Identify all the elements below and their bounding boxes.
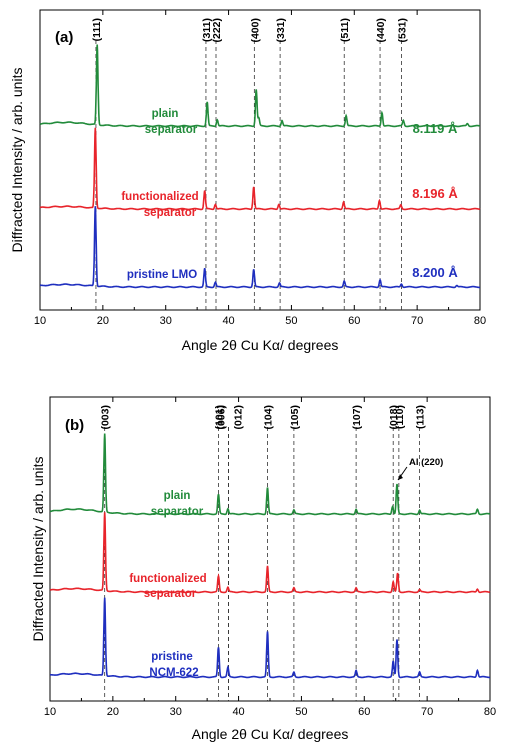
lattice-parameter: 8.119 Å (413, 121, 458, 136)
hkl-label: (104) (262, 405, 274, 430)
hkl-label: (331) (275, 18, 287, 43)
panel-label: (b) (65, 417, 84, 434)
hkl-label: (311) (201, 18, 213, 42)
annotation-label: Al (220) (409, 457, 443, 468)
x-tick-label: 40 (222, 315, 234, 327)
hkl-label: (511) (339, 18, 351, 42)
hkl-label: (531) (396, 18, 408, 43)
x-tick-label: 10 (44, 706, 56, 718)
x-tick-label: 10 (34, 315, 46, 327)
x-tick-label: 50 (295, 706, 307, 718)
hkl-label: (440) (375, 18, 387, 43)
hkl-label: (101) (213, 405, 225, 430)
lattice-parameter: 8.200 Å (412, 265, 458, 280)
x-axis-title: Angle 2θ Cu Kα/ degrees (182, 337, 339, 353)
panel-label: (a) (55, 29, 73, 46)
series-line-plain-separator (49, 433, 490, 516)
hkl-label: (018) (388, 405, 400, 430)
hkl-label: (113) (415, 405, 427, 429)
series-label-line2: separator (144, 207, 197, 219)
plot-frame (49, 396, 491, 702)
chart-panel-a: (111) (311)(222) (400) (331) (511) (440) (531)… (9, 9, 486, 353)
series-line-plain-separator (39, 44, 480, 128)
x-tick-label: 60 (358, 706, 370, 718)
hkl-label: (110) (394, 405, 406, 429)
x-tick-label: 40 (232, 706, 244, 718)
hkl-label: (003) (100, 405, 112, 430)
x-tick-label: 70 (411, 315, 423, 327)
hkl-label: (111) (91, 18, 103, 41)
x-tick-label: 70 (421, 706, 433, 718)
series-label: plain (164, 490, 191, 502)
y-axis-title: Diffracted Intensity / arb. units (9, 68, 25, 253)
hkl-label: (107) (351, 405, 363, 430)
series-label-line2: NCM-622 (149, 667, 198, 679)
series-label-line2: separator (144, 588, 197, 600)
series-line-functionalized-separator (49, 512, 491, 594)
series-label-line2: separator (145, 124, 198, 136)
x-tick-label: 30 (160, 315, 172, 327)
x-axis-title: Angle 2θ Cu Kα/ degrees (192, 726, 349, 742)
x-tick-label: 20 (107, 706, 119, 718)
series-line-pristine-ncm-622 (50, 597, 490, 679)
series-label: pristine (151, 651, 193, 663)
series-label: functionalized (121, 191, 198, 203)
y-axis-title: Diffracted Intensity / arb. units (30, 457, 46, 642)
x-tick-label: 30 (170, 706, 182, 718)
hkl-label: (105) (289, 405, 301, 430)
annotation-arrowhead (397, 474, 403, 480)
series-label: plain (152, 108, 179, 120)
chart-panel-b: (003) (101)(006) (012) (104) (105) (107) (018)… (30, 396, 496, 742)
x-tick-label: 80 (474, 315, 486, 327)
lattice-parameter: 8.196 Å (412, 186, 458, 201)
x-tick-label: 50 (285, 315, 297, 327)
x-tick-label: 20 (97, 315, 109, 327)
series-label: functionalized (129, 573, 206, 585)
hkl-label: (006) (216, 405, 228, 430)
x-tick-label: 80 (484, 706, 496, 718)
series-line-pristine-lmo (40, 206, 480, 289)
series-label: pristine LMO (127, 269, 197, 281)
series-line-functionalized-separator (39, 127, 481, 211)
hkl-label: (012) (233, 405, 245, 430)
series-label-line2: separator (151, 506, 204, 518)
hkl-label: (222) (211, 18, 223, 43)
x-tick-label: 60 (348, 315, 360, 327)
hkl-label: (400) (249, 18, 261, 43)
